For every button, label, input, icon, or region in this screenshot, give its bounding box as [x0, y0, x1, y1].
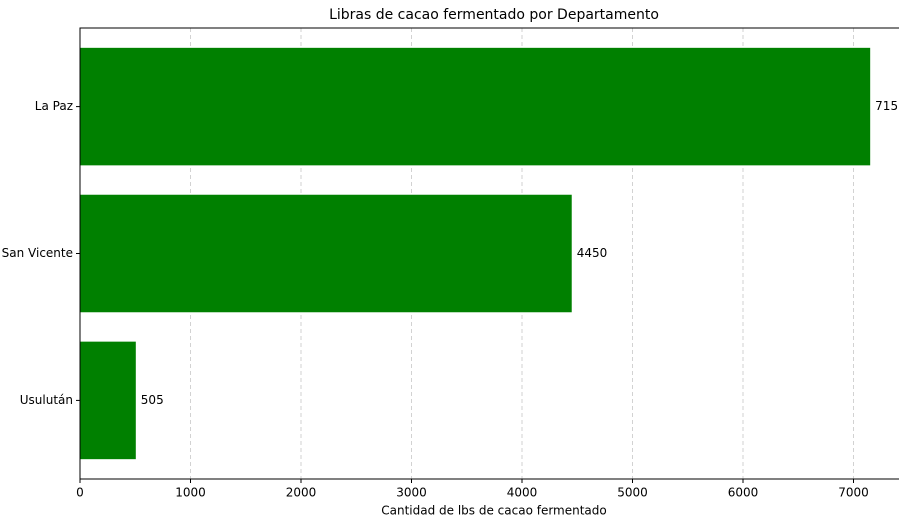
y-tick-label: La Paz: [35, 99, 73, 113]
x-tick-label: 6000: [728, 486, 759, 500]
x-tick-label: 1000: [175, 486, 206, 500]
bar: [80, 341, 136, 460]
value-label: 4450: [577, 246, 608, 260]
bar: [80, 47, 871, 166]
x-tick-label: 7000: [838, 486, 869, 500]
x-tick-label: 5000: [617, 486, 648, 500]
x-tick-label: 4000: [507, 486, 538, 500]
y-tick-label: San Vicente: [2, 246, 73, 260]
x-axis-label: Cantidad de lbs de cacao fermentado: [381, 504, 607, 518]
bar: [80, 194, 572, 313]
chart-title: Libras de cacao fermentado por Departame…: [329, 7, 659, 23]
x-tick-label: 3000: [396, 486, 427, 500]
value-label: 505: [141, 393, 164, 407]
x-tick-label: 0: [76, 486, 84, 500]
value-label: 7151: [875, 99, 899, 113]
x-tick-label: 2000: [286, 486, 317, 500]
y-tick-label: Usulután: [20, 393, 73, 407]
plot-frame: [79, 27, 899, 480]
